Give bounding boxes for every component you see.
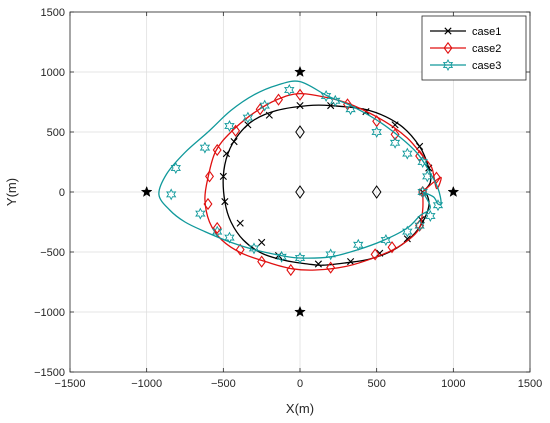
x-axis-label: X(m)	[286, 401, 314, 416]
diamond-landmark	[295, 125, 305, 139]
data-point-case2	[203, 197, 213, 211]
data-point-case2	[205, 170, 215, 183]
data-point-case3	[276, 250, 287, 263]
series-line-case3	[158, 80, 442, 259]
legend-label-case1: case1	[472, 26, 501, 38]
data-point-case1	[314, 260, 322, 268]
data-point-case3	[389, 136, 401, 149]
data-point-case2	[390, 128, 400, 141]
data-point-case3	[259, 99, 270, 112]
y-tick-label: 1000	[41, 67, 65, 79]
data-point-case3	[432, 199, 444, 212]
data-point-case1	[219, 172, 227, 180]
legend-marker-case3	[442, 59, 454, 71]
data-point-case1	[222, 150, 230, 158]
data-point-case2	[235, 243, 245, 256]
data-point-case1	[244, 121, 252, 129]
y-tick-label: −1000	[34, 307, 65, 319]
legend-label-case3: case3	[472, 60, 501, 72]
data-point-case1	[236, 219, 244, 227]
data-point-case3	[425, 209, 436, 223]
data-point-case1	[347, 258, 355, 266]
data-point-case2	[295, 88, 305, 101]
y-tick-label: 500	[47, 127, 65, 139]
data-point-case3	[380, 233, 392, 247]
data-point-case3	[402, 147, 413, 160]
data-point-case3	[284, 83, 295, 97]
data-point-case3	[353, 238, 364, 251]
data-point-case1	[258, 238, 266, 246]
star-landmark	[447, 185, 460, 197]
series-case3	[158, 80, 444, 264]
data-point-case3	[212, 225, 223, 238]
data-point-case2	[370, 248, 380, 261]
data-point-case3	[320, 89, 332, 103]
x-tick-label: −1500	[55, 378, 86, 390]
x-tick-label: −1000	[131, 378, 162, 390]
y-axis-label: Y(m)	[4, 178, 19, 206]
star-landmark	[140, 185, 153, 197]
diamond-landmark	[295, 185, 305, 199]
data-point-case2	[431, 171, 441, 184]
y-tick-label: −1500	[34, 367, 65, 379]
data-point-case3	[417, 185, 428, 199]
data-point-case3	[248, 242, 260, 255]
data-point-case2	[255, 103, 265, 116]
data-point-case1	[230, 138, 238, 146]
data-point-case1	[403, 235, 411, 243]
legend-marker-case2	[443, 41, 453, 55]
x-tick-label: 1000	[441, 378, 465, 390]
data-point-case3	[417, 155, 428, 169]
data-point-case2	[257, 255, 267, 268]
data-point-case3	[414, 219, 425, 232]
y-tick-label: 0	[59, 187, 65, 199]
x-tick-label: 0	[297, 378, 303, 390]
data-point-case3	[402, 225, 413, 238]
data-point-case3	[199, 141, 211, 154]
data-point-case1	[265, 111, 273, 119]
landmark-layer	[140, 65, 460, 317]
data-point-case3	[224, 119, 235, 133]
data-point-case2	[212, 221, 222, 235]
y-tick-label: −500	[40, 247, 65, 259]
y-tick-label: 1500	[41, 7, 65, 19]
x-tick-label: 500	[367, 378, 385, 390]
data-point-case2	[286, 263, 296, 277]
axis-ticks: −1500 −1000 −500 0 500 1000 1500 −1500 −1000 −500…	[34, 7, 542, 390]
data-point-case2	[387, 241, 397, 254]
data-point-case1	[296, 102, 304, 110]
data-point-case3	[422, 170, 433, 183]
series-layer	[158, 80, 444, 277]
data-point-case1	[221, 198, 229, 206]
legend: case1 case2 case3	[421, 15, 527, 81]
data-point-case3	[166, 188, 177, 201]
data-point-case2	[231, 124, 241, 137]
data-point-case3	[195, 207, 206, 220]
legend-marker-case1	[444, 27, 452, 35]
data-point-case3	[345, 103, 356, 116]
data-point-case3	[224, 231, 235, 244]
legend-label-case2: case2	[472, 43, 501, 55]
data-point-case2	[326, 261, 336, 274]
star-landmark	[294, 65, 306, 77]
data-point-case3	[325, 248, 336, 261]
x-tick-label: 1500	[518, 378, 542, 390]
star-landmark	[294, 305, 306, 317]
data-point-case3	[242, 111, 254, 124]
x-tick-label: −500	[211, 378, 236, 390]
data-point-case3	[371, 125, 382, 139]
data-point-case2	[274, 93, 284, 106]
data-point-case3	[294, 252, 306, 264]
data-point-case3	[170, 161, 181, 175]
diamond-landmark	[371, 185, 382, 199]
data-point-case3	[330, 94, 341, 107]
data-point-case2	[212, 143, 222, 157]
